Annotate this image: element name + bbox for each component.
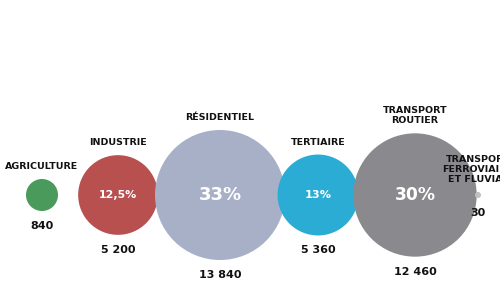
Ellipse shape <box>26 179 58 211</box>
Ellipse shape <box>78 155 158 235</box>
Text: TRANSPORT
FERROVIAIRE
ET FLUVIAL: TRANSPORT FERROVIAIRE ET FLUVIAL <box>442 155 500 184</box>
Text: RÉSIDENTIEL: RÉSIDENTIEL <box>186 113 254 122</box>
Ellipse shape <box>278 155 358 235</box>
Text: 5 360: 5 360 <box>300 245 336 255</box>
Text: 12 460: 12 460 <box>394 267 436 277</box>
Text: 13 840: 13 840 <box>199 270 241 280</box>
Text: 30: 30 <box>470 208 486 218</box>
Text: 13%: 13% <box>304 190 332 200</box>
Text: 5 200: 5 200 <box>101 245 135 255</box>
Text: TERTIAIRE: TERTIAIRE <box>290 137 346 146</box>
Ellipse shape <box>475 192 481 198</box>
Text: TRANSPORT
ROUTIER: TRANSPORT ROUTIER <box>382 106 448 125</box>
Text: 33%: 33% <box>198 186 242 204</box>
Text: 30%: 30% <box>394 186 436 204</box>
Text: AGRICULTURE: AGRICULTURE <box>6 162 78 171</box>
Text: 12,5%: 12,5% <box>99 190 137 200</box>
Ellipse shape <box>155 130 285 260</box>
Ellipse shape <box>354 133 476 257</box>
Text: 840: 840 <box>30 221 54 231</box>
Text: INDUSTRIE: INDUSTRIE <box>89 138 147 147</box>
